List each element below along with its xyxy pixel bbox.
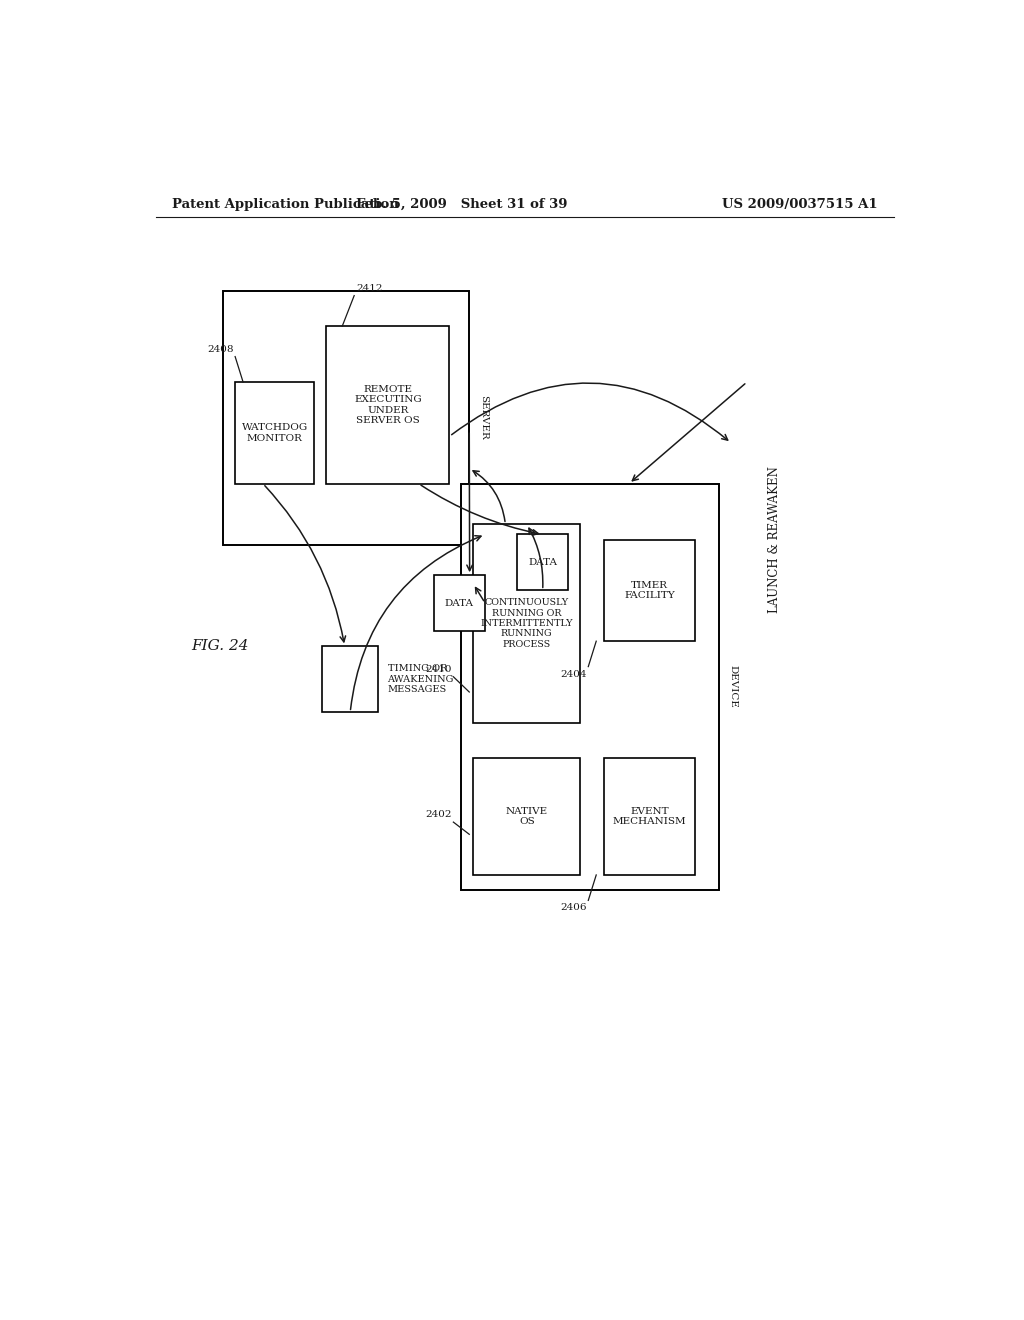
- Bar: [223, 290, 469, 545]
- Text: DATA: DATA: [444, 598, 474, 607]
- Text: REMOTE
EXECUTING
UNDER
SERVER OS: REMOTE EXECUTING UNDER SERVER OS: [354, 384, 422, 425]
- Text: Patent Application Publication: Patent Application Publication: [172, 198, 398, 211]
- Bar: [236, 381, 314, 483]
- Text: DATA: DATA: [528, 558, 557, 566]
- Text: LAUNCH & REAWAKEN: LAUNCH & REAWAKEN: [768, 466, 781, 612]
- Text: TIMING OR
AWAKENING
MESSAGES: TIMING OR AWAKENING MESSAGES: [387, 664, 454, 694]
- Bar: [473, 758, 581, 875]
- Text: EVENT
MECHANISM: EVENT MECHANISM: [613, 807, 687, 826]
- Text: 2412: 2412: [356, 284, 383, 293]
- Text: 2406: 2406: [560, 903, 587, 912]
- Bar: [604, 758, 695, 875]
- Bar: [433, 576, 485, 631]
- Bar: [604, 540, 695, 642]
- Bar: [323, 647, 378, 713]
- Bar: [517, 535, 568, 590]
- Bar: [461, 483, 719, 890]
- Text: 2402: 2402: [425, 810, 452, 818]
- Bar: [327, 326, 450, 483]
- Text: US 2009/0037515 A1: US 2009/0037515 A1: [722, 198, 878, 211]
- Text: SERVER: SERVER: [479, 395, 487, 440]
- Text: Feb. 5, 2009   Sheet 31 of 39: Feb. 5, 2009 Sheet 31 of 39: [355, 198, 567, 211]
- Text: CONTINUOUSLY
RUNNING OR
INTERMITTENTLY
RUNNING
PROCESS: CONTINUOUSLY RUNNING OR INTERMITTENTLY R…: [480, 598, 573, 648]
- Text: 2410: 2410: [425, 665, 452, 673]
- Bar: [473, 524, 581, 722]
- Text: DEVICE: DEVICE: [729, 665, 737, 709]
- Text: TIMER
FACILITY: TIMER FACILITY: [625, 581, 675, 601]
- Text: WATCHDOG
MONITOR: WATCHDOG MONITOR: [242, 424, 308, 442]
- Text: 2404: 2404: [560, 669, 587, 678]
- Text: 2408: 2408: [207, 345, 233, 354]
- Text: NATIVE
OS: NATIVE OS: [506, 807, 548, 826]
- Text: FIG. 24: FIG. 24: [191, 639, 249, 653]
